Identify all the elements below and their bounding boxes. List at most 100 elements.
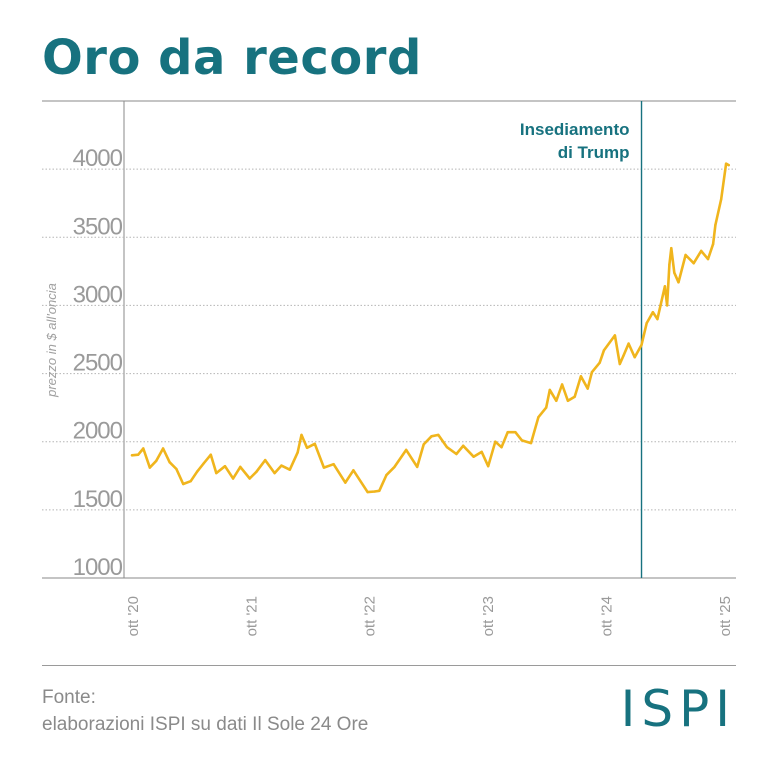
- data-point: [573, 395, 576, 398]
- data-point: [684, 253, 687, 257]
- data-point: [700, 249, 703, 253]
- x-tick-label: ott '20: [125, 596, 142, 636]
- data-point: [322, 466, 326, 469]
- data-point: [462, 444, 465, 447]
- data-point: [378, 489, 381, 492]
- data-point: [366, 490, 369, 494]
- data-point: [711, 242, 715, 246]
- data-point: [239, 465, 242, 469]
- data-point: [560, 383, 564, 386]
- data-point: [586, 387, 589, 390]
- data-point: [506, 431, 509, 434]
- data-point: [352, 469, 355, 472]
- data-point: [520, 439, 524, 442]
- data-point: [255, 470, 258, 473]
- data-point: [724, 162, 728, 165]
- ispi-logo: ISPI: [620, 680, 736, 738]
- data-point: [487, 465, 490, 468]
- data-point: [175, 467, 178, 471]
- data-point: [405, 448, 408, 452]
- data-point: [231, 477, 235, 480]
- y-tick-label: 1500: [73, 486, 123, 513]
- data-point: [182, 482, 185, 486]
- data-point: [622, 354, 625, 358]
- chart-gold-price: 1000 1500 2000 2500 3000 3500 4000 ott '20 ott …: [42, 100, 736, 636]
- y-tick-label: 2500: [73, 350, 123, 377]
- data-point: [416, 465, 419, 469]
- data-point: [663, 285, 667, 288]
- data-point: [645, 321, 648, 325]
- data-point: [142, 447, 145, 450]
- x-tick-label: ott '25: [717, 596, 734, 636]
- data-point: [344, 481, 347, 484]
- data-point: [472, 455, 475, 458]
- data-point: [130, 454, 134, 457]
- y-tick-label: 4000: [73, 145, 123, 172]
- y-tick-label: 3000: [73, 281, 123, 308]
- data-point: [313, 442, 316, 445]
- data-point: [633, 356, 636, 359]
- source-label: Fonte:: [42, 687, 96, 708]
- data-point: [248, 477, 251, 480]
- data-point: [480, 450, 483, 454]
- data-point: [288, 468, 291, 471]
- data-point: [555, 399, 558, 402]
- data-point: [161, 447, 165, 450]
- y-tick-label: 1000: [73, 554, 123, 581]
- data-point: [195, 470, 199, 473]
- y-tick-label: 3500: [73, 213, 123, 240]
- data-point: [677, 281, 680, 284]
- data-point: [613, 334, 617, 337]
- x-tick-label: ott '21: [243, 596, 260, 636]
- data-point: [656, 317, 659, 321]
- x-tick-label: ott '24: [599, 596, 616, 636]
- data-point: [202, 462, 205, 465]
- data-point: [514, 431, 517, 434]
- data-point: [280, 464, 283, 467]
- x-tick-label: ott '22: [362, 596, 379, 636]
- data-point: [627, 342, 630, 345]
- data-point: [215, 471, 218, 475]
- data-point: [430, 435, 433, 438]
- data-point: [223, 465, 227, 468]
- data-point: [651, 311, 655, 314]
- data-point: [393, 465, 396, 469]
- data-point: [618, 362, 621, 366]
- data-point: [548, 388, 551, 392]
- data-point: [209, 453, 212, 456]
- data-point: [529, 441, 533, 445]
- footer-divider: [42, 665, 736, 666]
- data-point: [155, 459, 158, 462]
- data-point: [445, 446, 449, 449]
- data-point: [545, 406, 548, 409]
- annotation-label: di Trump: [558, 143, 630, 162]
- gold-price-line: [130, 162, 730, 494]
- data-point: [494, 440, 497, 443]
- data-point: [590, 371, 594, 374]
- data-point: [727, 163, 730, 167]
- data-point: [602, 349, 606, 352]
- data-point: [273, 471, 276, 475]
- data-point: [537, 416, 540, 419]
- data-point: [500, 446, 503, 449]
- data-point: [168, 461, 171, 464]
- source-text: elaborazioni ISPI su dati Il Sole 24 Ore: [42, 714, 369, 735]
- data-point: [264, 458, 267, 462]
- data-point: [714, 223, 717, 227]
- data-point: [579, 375, 583, 378]
- data-point: [670, 247, 673, 250]
- data-point: [385, 473, 388, 477]
- data-point: [668, 263, 671, 266]
- data-point: [422, 443, 425, 446]
- data-point: [137, 453, 140, 456]
- data-point: [296, 451, 299, 454]
- data-point: [332, 463, 335, 466]
- data-point: [706, 257, 710, 261]
- data-point: [692, 262, 695, 265]
- data-point: [720, 197, 723, 201]
- data-point: [455, 452, 458, 456]
- y-axis-label: prezzo in $ all'oncia: [44, 283, 59, 398]
- data-point: [148, 466, 151, 469]
- y-tick-label: 2000: [73, 418, 123, 445]
- data-point: [665, 304, 669, 307]
